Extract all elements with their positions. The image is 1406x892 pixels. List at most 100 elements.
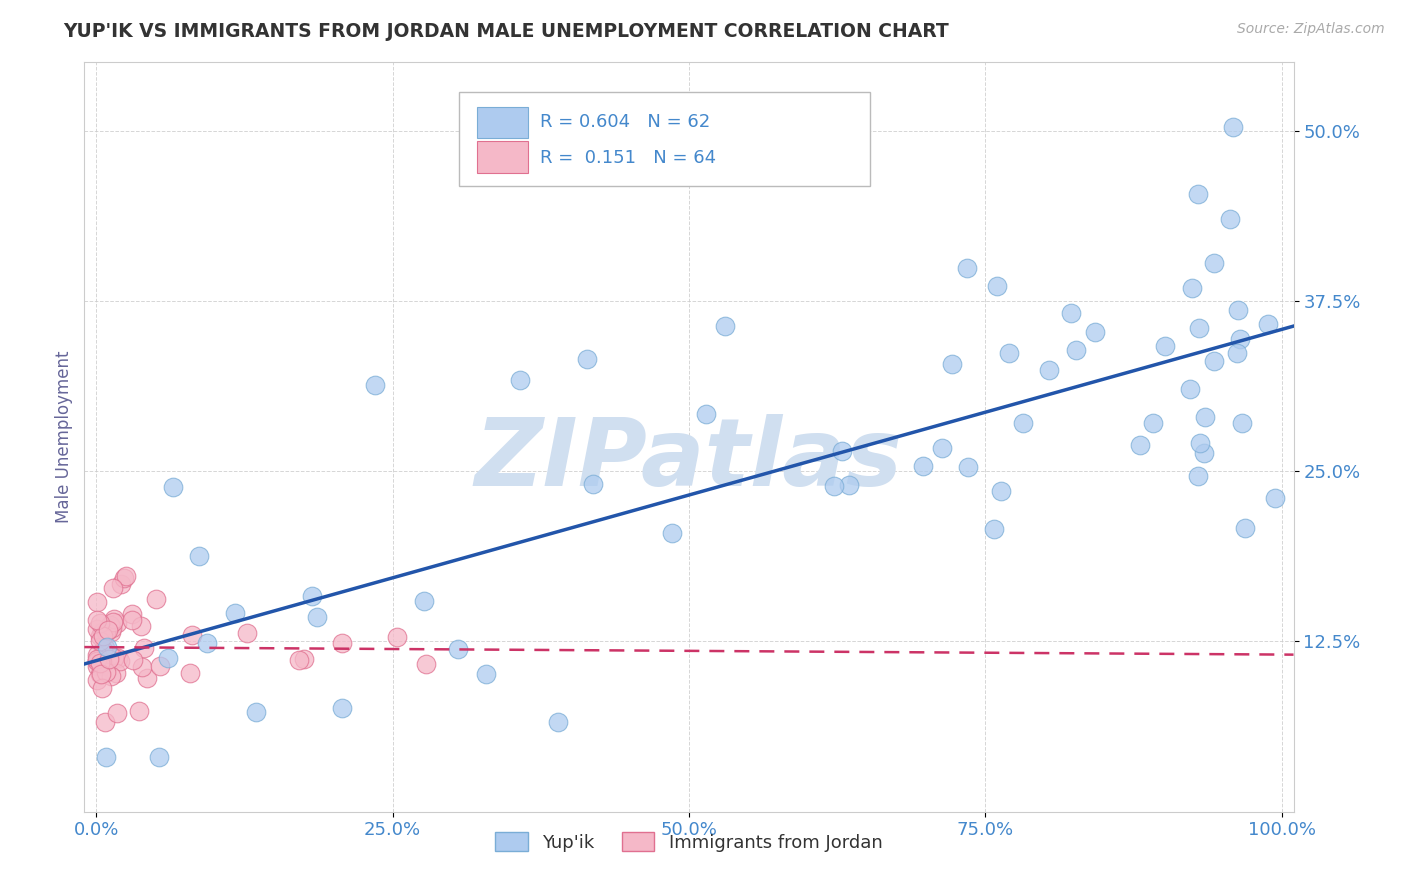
Point bbox=[94, 640, 117, 655]
Point bbox=[114, 569, 136, 583]
Point bbox=[330, 636, 353, 650]
Point bbox=[86, 654, 108, 668]
Point bbox=[100, 624, 122, 639]
Point bbox=[188, 549, 211, 564]
Point bbox=[110, 576, 132, 591]
Point bbox=[446, 641, 468, 656]
Point bbox=[1219, 211, 1241, 226]
Point bbox=[86, 652, 108, 666]
Point bbox=[330, 701, 353, 715]
Point bbox=[179, 665, 201, 680]
Point bbox=[1188, 321, 1211, 335]
Point bbox=[98, 648, 121, 663]
Point bbox=[96, 624, 118, 638]
Point bbox=[86, 595, 108, 609]
Point bbox=[89, 666, 111, 681]
Text: R = 0.604   N = 62: R = 0.604 N = 62 bbox=[540, 113, 710, 131]
Point bbox=[91, 642, 114, 657]
Point bbox=[156, 651, 179, 665]
Text: R =  0.151   N = 64: R = 0.151 N = 64 bbox=[540, 149, 716, 167]
Point bbox=[91, 629, 114, 643]
Point bbox=[1227, 303, 1250, 318]
Point bbox=[91, 657, 114, 672]
Point bbox=[96, 624, 118, 639]
Point bbox=[89, 654, 111, 668]
Point bbox=[957, 459, 980, 474]
Point bbox=[145, 591, 167, 606]
Point bbox=[195, 636, 218, 650]
Point bbox=[89, 656, 111, 670]
Point bbox=[955, 260, 977, 275]
Point bbox=[236, 626, 259, 640]
Point bbox=[86, 648, 108, 663]
Point bbox=[576, 351, 599, 366]
Point bbox=[1222, 120, 1244, 134]
Point bbox=[94, 665, 117, 680]
Point bbox=[103, 651, 125, 665]
Point bbox=[89, 633, 111, 648]
Point bbox=[1066, 343, 1088, 357]
Point bbox=[292, 652, 315, 666]
Point bbox=[1225, 345, 1247, 359]
Point bbox=[364, 378, 387, 392]
Point bbox=[1178, 383, 1201, 397]
Point bbox=[986, 279, 1008, 293]
Point bbox=[1230, 416, 1253, 430]
Point bbox=[101, 581, 124, 595]
Point bbox=[91, 658, 114, 673]
Point bbox=[89, 616, 111, 631]
Point bbox=[86, 659, 108, 673]
Point bbox=[385, 631, 408, 645]
FancyBboxPatch shape bbox=[478, 141, 529, 172]
Point bbox=[112, 571, 135, 585]
Point bbox=[128, 704, 150, 718]
Point bbox=[990, 484, 1012, 499]
Point bbox=[1129, 438, 1152, 452]
Point bbox=[288, 653, 311, 667]
Point bbox=[831, 444, 853, 458]
Legend: Yup'ik, Immigrants from Jordan: Yup'ik, Immigrants from Jordan bbox=[488, 825, 890, 859]
Point bbox=[1181, 281, 1204, 295]
FancyBboxPatch shape bbox=[460, 93, 870, 186]
Text: Source: ZipAtlas.com: Source: ZipAtlas.com bbox=[1237, 22, 1385, 37]
Point bbox=[983, 522, 1005, 536]
Point bbox=[301, 589, 323, 603]
Point bbox=[412, 594, 434, 608]
Point bbox=[1202, 353, 1225, 368]
Point bbox=[181, 628, 204, 642]
Point bbox=[104, 666, 127, 681]
Point bbox=[162, 480, 184, 494]
Point bbox=[108, 655, 131, 669]
Point bbox=[838, 477, 860, 491]
Point bbox=[90, 625, 112, 640]
Point bbox=[713, 319, 735, 334]
Point bbox=[1202, 255, 1225, 269]
Point bbox=[547, 715, 569, 730]
Point bbox=[121, 613, 143, 627]
Y-axis label: Male Unemployment: Male Unemployment bbox=[55, 351, 73, 524]
Point bbox=[415, 657, 437, 671]
Point bbox=[90, 667, 112, 681]
Point bbox=[998, 346, 1021, 360]
Point bbox=[122, 653, 145, 667]
Point bbox=[86, 623, 108, 637]
Point bbox=[86, 673, 108, 687]
Point bbox=[86, 654, 108, 668]
Point bbox=[224, 606, 246, 620]
Point bbox=[1038, 363, 1060, 377]
Point bbox=[1264, 491, 1286, 505]
Point bbox=[86, 613, 108, 627]
Point bbox=[941, 357, 963, 371]
Point bbox=[129, 619, 152, 633]
Point bbox=[98, 618, 121, 632]
Point bbox=[475, 666, 498, 681]
Point bbox=[100, 669, 122, 683]
Point bbox=[1233, 521, 1256, 535]
Point bbox=[911, 458, 934, 473]
Point bbox=[107, 615, 129, 630]
Point bbox=[90, 659, 112, 673]
Point bbox=[105, 706, 128, 720]
Point bbox=[1192, 446, 1215, 460]
Point bbox=[931, 442, 953, 456]
Point bbox=[1187, 187, 1209, 202]
